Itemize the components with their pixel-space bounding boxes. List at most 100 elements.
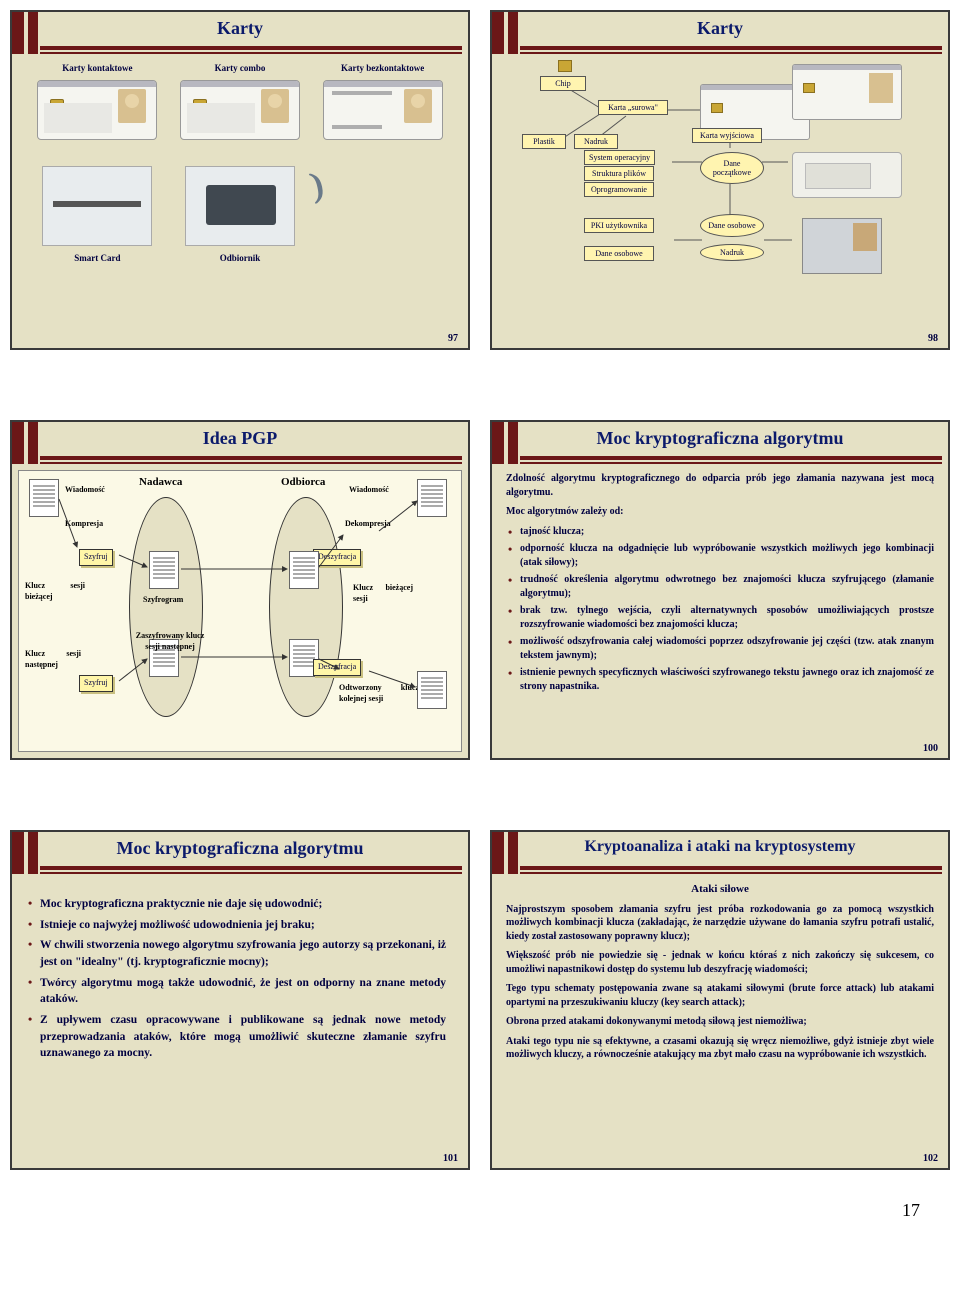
title-underline [40,456,462,464]
box-oprogramowanie: Oprogramowanie [584,182,654,197]
box-szyfruj-1: Szyfruj [79,549,113,566]
slide-body: Ataki siłowe Najprostszym sposobem złama… [492,874,948,1168]
bullet-item: możliwość odszyfrowania całej wiadomości… [506,635,934,662]
label-karty-combo: Karty combo [180,62,300,74]
bullet-item: brak tzw. tylnego wejścia, czyli alterna… [506,604,934,631]
slide-title: Kryptoanaliza i ataki na kryptosystemy [584,838,855,856]
doc-icon-2 [417,479,447,517]
label-zaszyfrowany: Zaszyfrowany klucz sesji następnej [135,631,205,653]
printer-image [792,152,902,198]
slide-title-bar: Moc kryptograficzna algorytmu [492,422,948,464]
label-szyfrogram: Szyfrogram [143,595,183,606]
para-5: Ataki tego typu nie są efektywne, a czas… [506,1035,934,1062]
title-underline [520,456,942,464]
odtw-icon [417,671,447,709]
title-underline [40,866,462,874]
box-szyfruj-2: Szyfruj [79,675,113,692]
slide-title: Moc kryptograficzna algorytmu [597,428,844,449]
slide-number: 97 [448,333,458,344]
oval-dane-poczatkowe: Dane początkowe [700,152,764,184]
para-3: Tego typu schematy postępowania zwane są… [506,982,934,1009]
subhead-text: Moc algorytmów zależy od: [506,505,934,519]
slide-body: Karty kontaktowe Karty combo Karty bezko… [12,54,468,348]
slide-title: Idea PGP [203,428,278,449]
bullet-item: Moc kryptograficzna praktycznie nie daje… [26,896,446,913]
label-kompresja: Kompresja [65,519,103,530]
slide-body: Moc kryptograficzna praktycznie nie daje… [12,874,468,1168]
slide-body: Zdolność algorytmu kryptograficznego do … [492,464,948,758]
title-underline [520,866,942,874]
label-smartcard: Smart Card [37,252,157,264]
box-plastik: Plastik [522,134,566,149]
slide-101: Moc kryptograficzna algorytmu Moc krypto… [10,830,470,1170]
card-kontaktowa [37,80,157,140]
para-2: Większość prób nie powiedzie się - jedna… [506,949,934,976]
szyfrogram-icon-1 [149,551,179,589]
slide-102: Kryptoanaliza i ataki na kryptosystemy A… [490,830,950,1170]
label-wiadomosc-1: Wiadomość [65,485,105,496]
label-klucz-biezacy: Klucz sesji bieżącej [25,581,85,603]
box-nadruk: Nadruk [574,134,618,149]
label-klucz-biezacy-2: Klucz bieżącej sesji [353,583,413,605]
label-odtworzony: Odtworzony klucz kolejnej sesji [339,683,419,705]
slide-title-bar: Idea PGP [12,422,468,464]
slide-number: 101 [443,1153,458,1164]
title-stripe [492,832,518,874]
szyfrogram-icon-2 [289,551,319,589]
title-stripe [12,832,38,874]
slide-title: Moc kryptograficzna algorytmu [117,838,364,859]
box-deszyfracja-2: Deszyfracja [313,659,361,676]
subhead-ataki-silowe: Ataki siłowe [506,882,934,897]
slide-number: 102 [923,1153,938,1164]
slide-100: Moc kryptograficzna algorytmu Zdolność a… [490,420,950,760]
title-stripe [492,422,518,464]
box-pki: PKI użytkownika [584,218,654,233]
slide-body: Chip Plastik Nadruk Karta „surowa" Karta… [492,54,948,348]
slide-title-bar: Kryptoanaliza i ataki na kryptosystemy [492,832,948,874]
label-dekompresja: Dekompresja [345,519,391,530]
card-wyjsciowa-image [792,64,902,120]
card-labels-row: Karty kontaktowe Karty combo Karty bezko… [26,62,454,74]
para-1: Najprostszym sposobem złamania szyfru je… [506,903,934,944]
slide-number: 98 [928,333,938,344]
card-bezkontaktowa [323,80,443,140]
oval-nadruk: Nadruk [700,244,764,261]
oval-dane-osobowe: Dane osobowe [700,214,764,237]
slide-number: 100 [923,743,938,754]
title-underline [520,46,942,54]
bullet-item: Twórcy algorytmu mogą także udowodnić, ż… [26,975,446,1008]
bullet-item: trudność określenia algorytmu odwrotnego… [506,573,934,600]
bullet-item: Z upływem czasu opracowywane i publikowa… [26,1012,446,1062]
title-underline [40,46,462,54]
devices-row [26,166,454,246]
contactless-receiver [185,166,295,246]
chip-icon [558,60,572,72]
bullet-item: tajność klucza; [506,525,934,539]
doc-icon-1 [29,479,59,517]
box-dane-osobowe-1: Dane osobowe [584,246,654,261]
slide-title: Karty [697,18,743,39]
ellipse-nadawca [129,497,203,717]
title-stripe [12,422,38,464]
box-deszyfracja-1: Deszyfracja [313,549,361,566]
label-karty-bezkontaktowe: Karty bezkontaktowe [323,62,443,74]
pgp-diagram: Nadawca Odbiorca Wiadomość Wiadomość Kom… [18,470,462,752]
card-images-row [26,80,454,140]
bullet-item: odporność klucza na odgadnięcie lub wypr… [506,542,934,569]
bullet-list: tajność klucza; odporność klucza na odga… [506,525,934,694]
bullet-list: Moc kryptograficzna praktycznie nie daje… [26,896,446,1062]
ellipse-odbiorca [269,497,343,717]
title-stripe [492,12,518,54]
slide-97: Karty Karty kontaktowe Karty combo Karty… [10,10,470,350]
label-odbiorca: Odbiorca [281,475,325,490]
box-struktura-plikow: Struktura plików [584,166,654,181]
label-odbiornik: Odbiornik [180,252,300,264]
bullet-item: Istnieje co najwyżej możliwość udowodnie… [26,917,446,934]
box-karta-surowa: Karta „surowa" [598,100,668,115]
slide-title-bar: Karty [492,12,948,54]
slide-title: Karty [217,18,263,39]
device-labels-row: Smart Card Odbiornik [26,252,454,264]
slide-98: Karty Chip Plastik Nadruk Karta „surowa" [490,10,950,350]
slide-title-bar: Moc kryptograficzna algorytmu [12,832,468,874]
slide-99: Idea PGP Nadawca Odbiorca Wiadomość Wiad… [10,420,470,760]
